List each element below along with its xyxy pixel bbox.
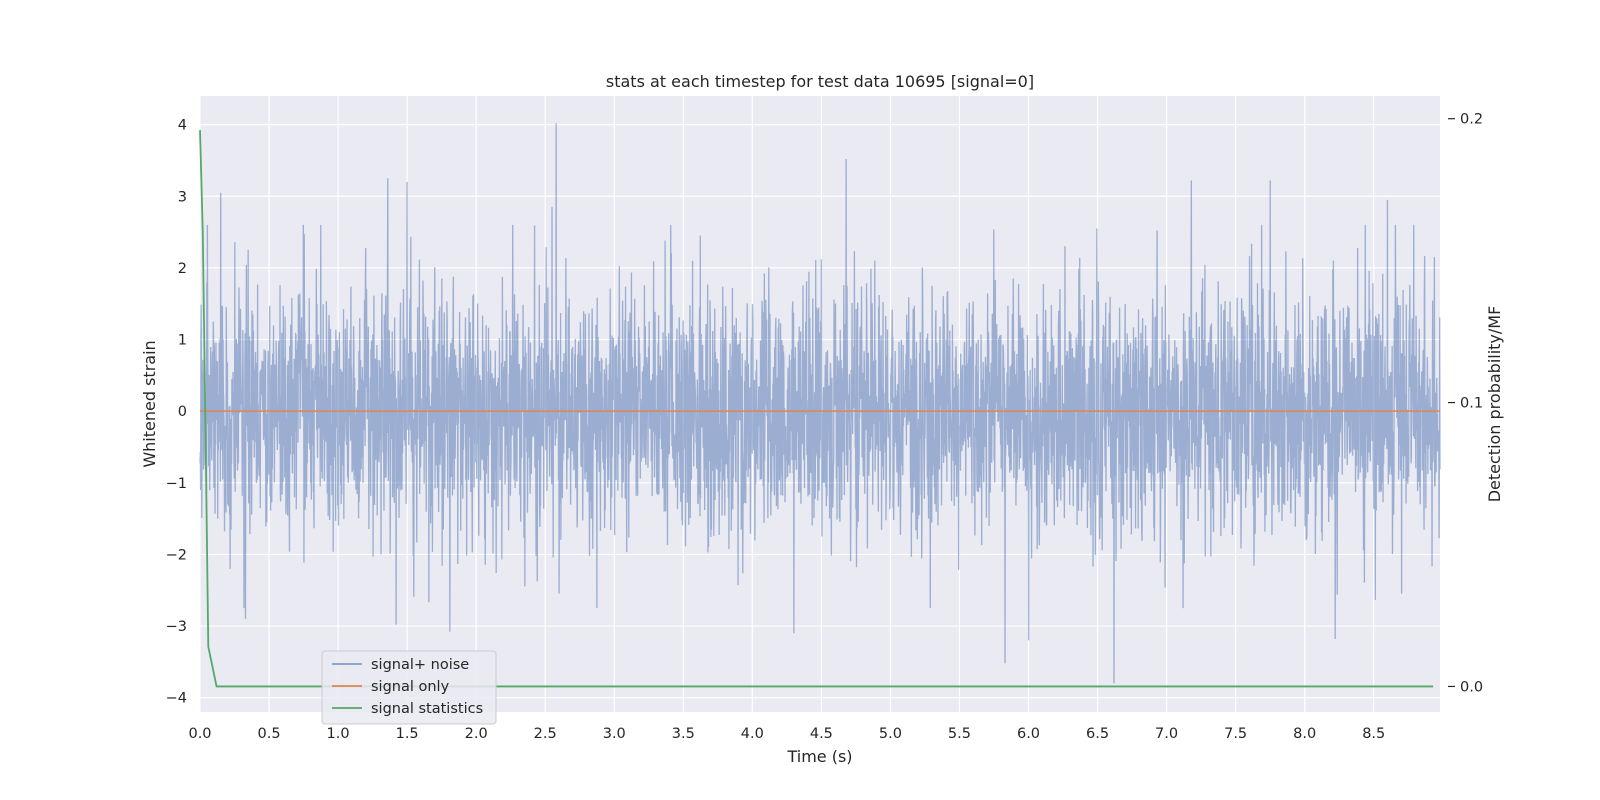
y2-tick-label: 0.0	[1460, 679, 1483, 695]
x-tick-label: 3.0	[603, 726, 626, 742]
x-tick-label: 0.5	[258, 726, 281, 742]
y2-tick-label: 0.1	[1460, 396, 1483, 412]
x-tick-label: 1.0	[327, 726, 350, 742]
x-tick-label: 0.0	[188, 726, 211, 742]
y2-tick-label: 0.2	[1460, 112, 1483, 128]
x-tick-label: 6.5	[1086, 726, 1109, 742]
y-tick-label: 1	[178, 333, 187, 349]
y-tick-label: 0	[178, 404, 187, 420]
x-tick-label: 5.0	[879, 726, 902, 742]
legend-label-signal-noise: signal+ noise	[371, 657, 469, 673]
x-tick-label: 6.0	[1017, 726, 1040, 742]
x-axis: 0.0 0.5 1.0 1.5 2.0 2.5 3.0 3.5 4.0 4.5 5.0 5.5 6.0 6…	[188, 726, 1385, 742]
y-tick-label: −4	[166, 691, 187, 707]
legend-label-signal-only: signal only	[371, 679, 450, 695]
chart-title: stats at each timestep for test data 106…	[606, 72, 1034, 91]
legend: signal+ noise signal only signal statist…	[321, 650, 497, 725]
legend-box	[321, 650, 497, 725]
x-tick-label: 2.5	[534, 726, 557, 742]
x-axis-title: Time (s)	[786, 747, 852, 766]
y-tick-label: 4	[178, 118, 187, 134]
y-axis-right: 0.2 0.1 0.0	[1448, 112, 1483, 695]
y-tick-label: −3	[166, 619, 187, 635]
legend-label-signal-statistics: signal statistics	[371, 701, 483, 717]
y-axis-title: Whitened strain	[140, 340, 159, 467]
y2-axis-title: Detection probability/MF	[1485, 306, 1504, 503]
x-tick-label: 7.5	[1224, 726, 1247, 742]
x-tick-label: 8.5	[1362, 726, 1385, 742]
series-signal-noise	[199, 123, 1441, 684]
y-axis-left: 4 3 2 1 0 −1 −2 −3 −4	[166, 118, 187, 707]
y-tick-label: −1	[166, 476, 187, 492]
x-tick-label: 3.5	[672, 726, 695, 742]
y-tick-label: −2	[166, 547, 187, 563]
x-tick-label: 2.0	[465, 726, 488, 742]
y-tick-label: 3	[178, 189, 187, 205]
x-tick-label: 1.5	[396, 726, 419, 742]
x-tick-label: 4.5	[810, 726, 833, 742]
x-tick-label: 8.0	[1293, 726, 1316, 742]
x-tick-label: 5.5	[948, 726, 971, 742]
y-tick-label: 2	[178, 261, 187, 277]
x-tick-label: 7.0	[1155, 726, 1178, 742]
x-tick-label: 4.0	[741, 726, 764, 742]
line-signal-noise	[199, 123, 1441, 684]
